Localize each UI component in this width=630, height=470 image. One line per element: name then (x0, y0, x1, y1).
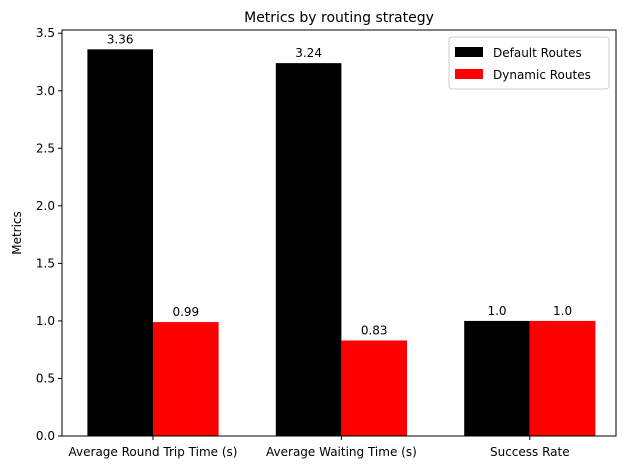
legend-label: Default Routes (493, 46, 582, 60)
data-label: 3.24 (295, 46, 322, 60)
bar (529, 320, 596, 436)
bar (153, 322, 219, 436)
legend-box (448, 36, 610, 90)
data-label: 0.83 (361, 323, 388, 337)
y-tick-label: 3.5 (36, 26, 55, 40)
data-label: 0.99 (172, 305, 199, 319)
x-tick-label: Average Round Trip Time (s) (69, 445, 238, 459)
legend-swatch (455, 69, 483, 79)
bar (464, 320, 530, 436)
data-label: 1.0 (487, 304, 506, 318)
axes-frame (61, 29, 617, 437)
y-tick-label: 1.5 (36, 256, 55, 270)
plot-area: 0.0 0.5 1.0 1.5 2.0 2.5 3.0 3.5 3.36 0.99 Average … (36, 26, 596, 459)
bar (341, 340, 407, 436)
bar (87, 49, 153, 436)
y-tick-label: 0.0 (36, 429, 55, 443)
bar (275, 63, 342, 437)
data-label: 3.36 (107, 32, 134, 46)
y-tick-label: 0.5 (36, 371, 55, 385)
y-tick-label: 2.0 (36, 199, 55, 213)
y-tick-label: 2.5 (36, 141, 55, 155)
x-tick-label: Average Waiting Time (s) (266, 445, 417, 459)
x-tick-label: Success Rate (490, 445, 570, 459)
chart-title: Metrics by routing strategy (244, 10, 434, 26)
y-axis-label: Metrics (10, 211, 24, 255)
legend-swatch (455, 47, 483, 57)
y-tick-label: 3.0 (36, 84, 55, 98)
data-label: 1.0 (553, 304, 572, 318)
y-tick-label: 1.0 (36, 314, 55, 328)
legend-label: Dynamic Routes (493, 68, 591, 82)
legend: Default Routes Dynamic Routes (448, 36, 610, 90)
